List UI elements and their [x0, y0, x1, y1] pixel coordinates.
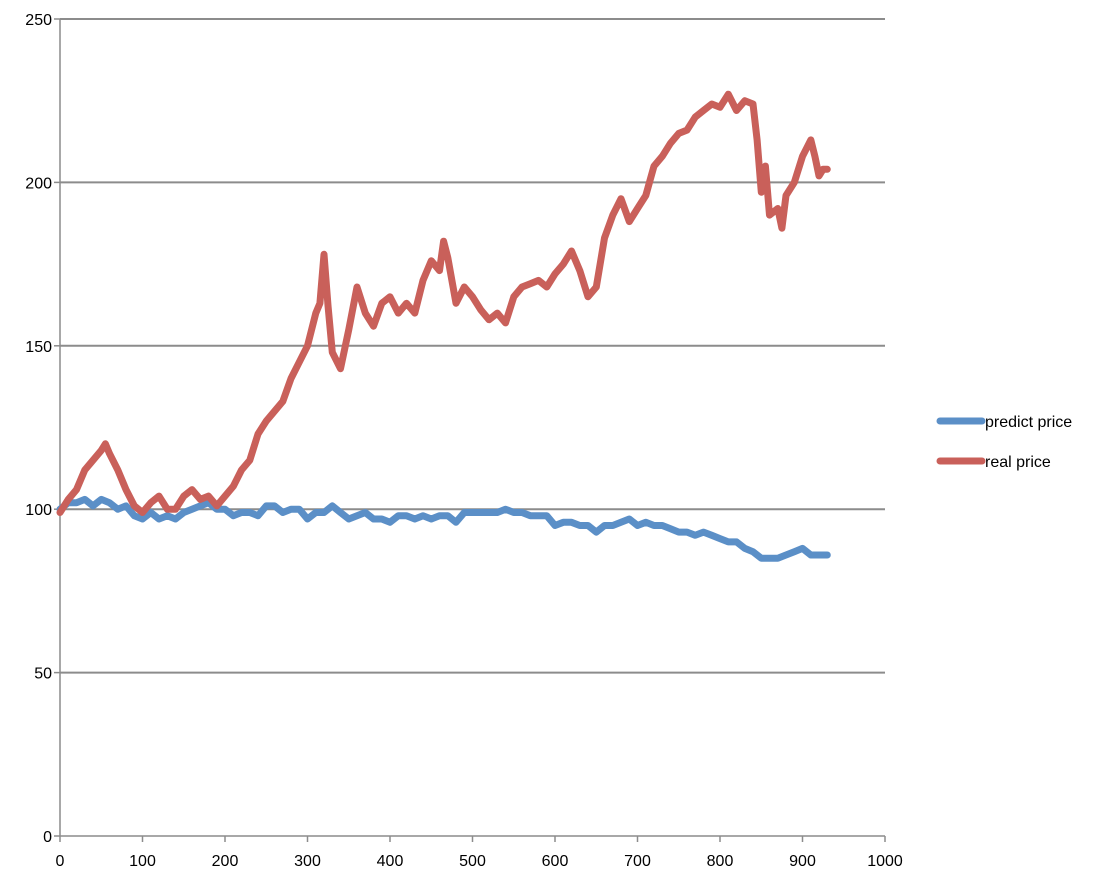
y-tick-label: 150 [25, 339, 52, 356]
x-tick-label: 1000 [867, 853, 903, 870]
x-tick-label: 100 [129, 853, 156, 870]
axes: 0 50 100 150 200 250 0 100 200 300 400 500 600 700 800… [25, 12, 903, 870]
legend-label-real-price: real price [985, 454, 1051, 471]
x-tick-label: 200 [212, 853, 239, 870]
x-tick-label: 0 [56, 853, 65, 870]
y-tick-label: 200 [25, 175, 52, 192]
legend: predict price real price [936, 414, 1072, 471]
series-line-real-price [56, 90, 831, 516]
x-tick-label: 800 [707, 853, 734, 870]
x-tick-label: 600 [542, 853, 569, 870]
x-tick-label: 500 [459, 853, 486, 870]
x-tick-label: 300 [294, 853, 321, 870]
gridlines [60, 18, 885, 674]
x-tick-label: 400 [377, 853, 404, 870]
x-tick-label: 900 [789, 853, 816, 870]
y-tick-label: 250 [25, 12, 52, 29]
y-tick-label: 50 [34, 666, 52, 683]
series-lines [56, 90, 831, 562]
y-tick-label: 0 [43, 829, 52, 846]
x-tick-label: 700 [624, 853, 651, 870]
legend-label-predict-price: predict price [985, 414, 1072, 431]
y-tick-label: 100 [25, 502, 52, 519]
series-line-predict-price [56, 495, 831, 562]
